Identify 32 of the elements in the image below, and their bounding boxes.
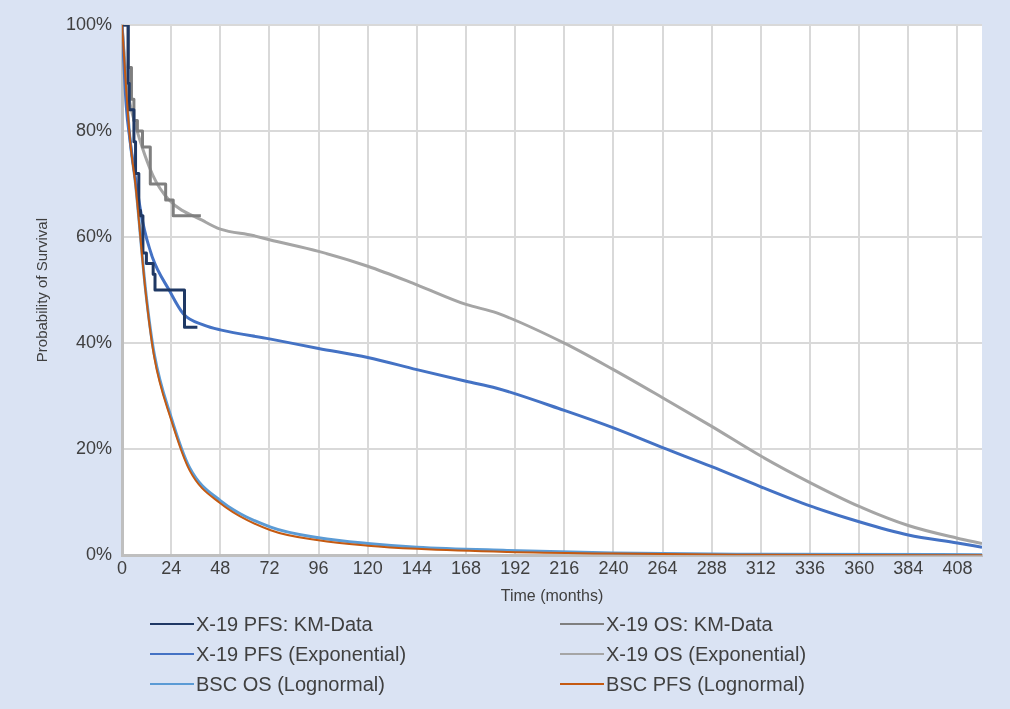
y-tick-label: 60% [76, 226, 113, 247]
x-tick-label: 384 [893, 557, 924, 578]
legend-label: X-19 OS (Exponential) [606, 642, 807, 667]
x-tick-label: 120 [352, 557, 383, 578]
x-tick-label: 72 [259, 557, 280, 578]
legend-label: BSC OS (Lognormal) [196, 672, 385, 697]
x-tick-label: 240 [598, 557, 629, 578]
y-tick-label: 40% [76, 332, 113, 353]
x-tick-label: 0 [117, 557, 128, 578]
x-tick-label: 96 [308, 557, 329, 578]
y-axis-title: Probability of Survival [33, 217, 51, 363]
legend-label: X-19 PFS (Exponential) [196, 642, 407, 667]
x-tick-label: 168 [451, 557, 482, 578]
x-tick-label: 336 [794, 557, 826, 578]
x-tick-label: 24 [161, 557, 182, 578]
x-tick-label: 360 [844, 557, 875, 578]
x-tick-label: 48 [210, 557, 231, 578]
legend-label: BSC PFS (Lognormal) [606, 672, 805, 697]
x-axis-title: Time (months) [500, 586, 604, 604]
y-tick-label: 100% [65, 13, 113, 34]
y-tick-label: 20% [76, 438, 113, 459]
x-tick-label: 216 [549, 557, 580, 578]
x-tick-label: 408 [942, 557, 973, 578]
x-tick-label: 312 [745, 557, 776, 578]
legend-label: X-19 OS: KM-Data [606, 612, 773, 637]
x-tick-label: 144 [401, 557, 432, 578]
x-tick-label: 264 [647, 557, 678, 578]
x-tick-label: 288 [696, 557, 727, 578]
legend-label: X-19 PFS: KM-Data [196, 612, 373, 637]
y-tick-label: 80% [76, 120, 113, 141]
x-tick-label: 192 [500, 557, 531, 578]
y-tick-label: 0% [86, 544, 113, 565]
